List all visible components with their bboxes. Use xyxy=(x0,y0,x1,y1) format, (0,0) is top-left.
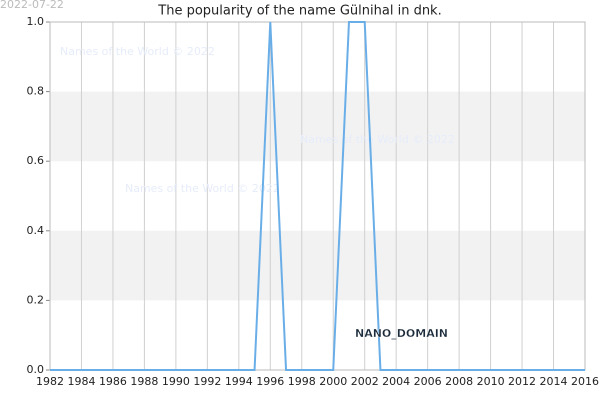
x-tick-label: 2016 xyxy=(571,375,599,388)
x-tick-label: 2000 xyxy=(319,375,347,388)
date: 2022-07-22 xyxy=(0,0,64,11)
x-tick-label: 1996 xyxy=(256,375,284,388)
x-tick-label: 2006 xyxy=(414,375,442,388)
x-tick-label: 1992 xyxy=(193,375,221,388)
x-tick-label: 2010 xyxy=(477,375,505,388)
x-tick-label: 1988 xyxy=(130,375,158,388)
x-tick-label: 1990 xyxy=(162,375,190,388)
y-tick-label: 0.2 xyxy=(27,293,45,306)
y-tick-label: 0.4 xyxy=(27,224,45,237)
band xyxy=(50,230,585,301)
x-tick-label: 1984 xyxy=(67,375,95,388)
watermark: Names of the World © 2022 xyxy=(300,133,455,146)
x-tick-label: 1998 xyxy=(288,375,316,388)
x-tick-label: 1994 xyxy=(225,375,253,388)
band xyxy=(50,91,585,162)
y-tick-label: 1.0 xyxy=(27,15,45,28)
x-tick-label: 2008 xyxy=(445,375,473,388)
y-tick-label: 0.6 xyxy=(27,154,45,167)
line xyxy=(50,21,585,371)
x-tick-label: 1986 xyxy=(99,375,127,388)
y-tick-label: 0.8 xyxy=(27,85,45,98)
x-tick-label: 2004 xyxy=(382,375,410,388)
x-tick-label: 2012 xyxy=(508,375,536,388)
x-tick-label: 2014 xyxy=(540,375,568,388)
watermark: Names of the World © 2022 xyxy=(60,45,215,58)
chart-title: The popularity of the name Gülnihal in d… xyxy=(157,4,441,19)
watermark: Names of the World © 2022 xyxy=(125,182,280,195)
annotation: NANO_DOMAIN xyxy=(355,327,448,340)
y-tick-label: 0.0 xyxy=(27,363,45,376)
x-tick-label: 1982 xyxy=(36,375,64,388)
x-tick-label: 2002 xyxy=(351,375,379,388)
plot-border xyxy=(49,21,586,371)
